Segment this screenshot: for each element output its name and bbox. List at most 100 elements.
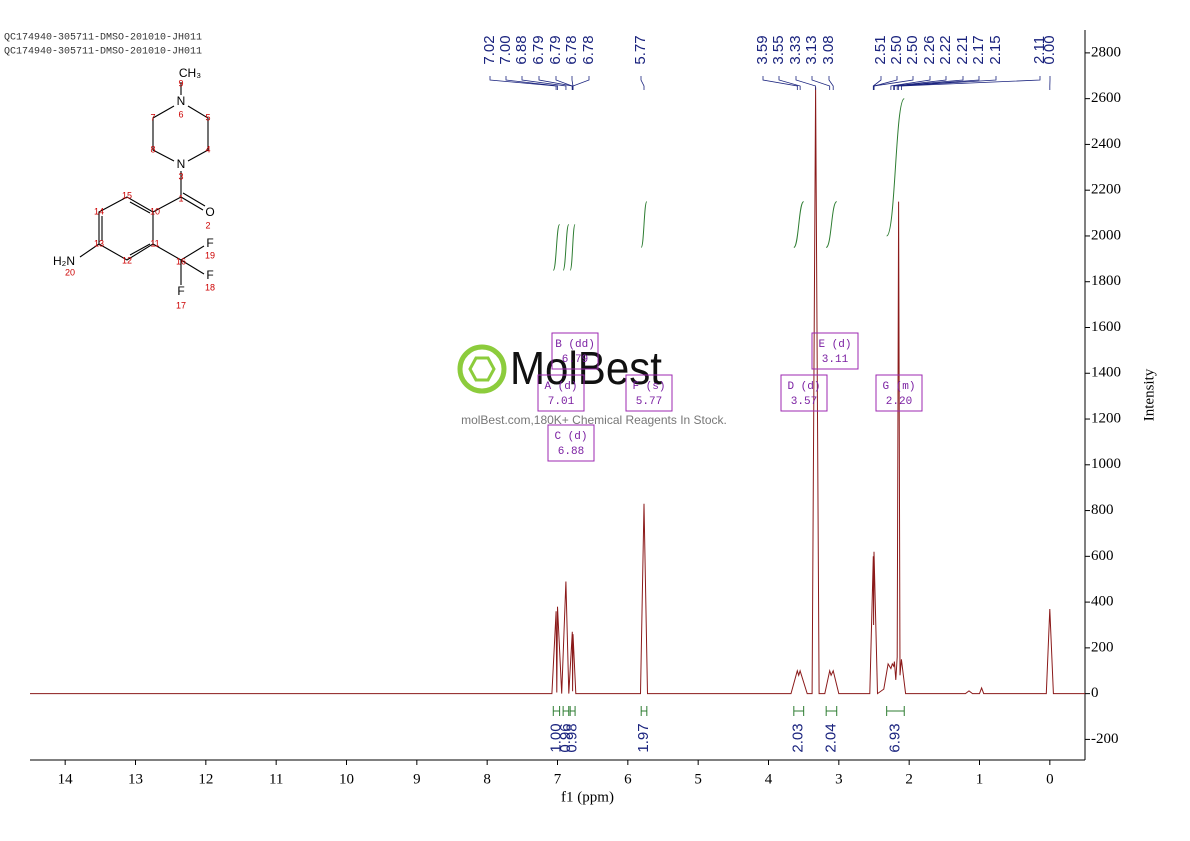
integral-bracket <box>562 706 570 716</box>
atom-number: 5 <box>205 112 210 122</box>
multiplet-box <box>551 332 599 370</box>
multiplet-shift: 6.88 <box>558 446 584 458</box>
atom-number: 18 <box>205 282 215 292</box>
peak-leader <box>896 76 980 90</box>
peak-label: 3.55 <box>770 35 787 64</box>
integral-label: 6.93 <box>886 723 903 752</box>
peak-label: 7.02 <box>481 35 498 64</box>
peak-label: 6.78 <box>563 35 580 64</box>
y-tick-label: 600 <box>1091 548 1114 564</box>
integral-bracket <box>569 706 576 716</box>
integral-bracket <box>552 706 561 716</box>
peak-label: 2.22 <box>937 35 954 64</box>
integral-label: 1.00 <box>547 723 564 752</box>
atom-label: F <box>206 236 213 250</box>
watermark-text: molBest.com,180K+ Chemical Reagents In S… <box>461 413 727 427</box>
peak-label: 3.08 <box>820 35 837 64</box>
integral-label: 2.04 <box>822 723 839 752</box>
peak-leader <box>828 76 834 90</box>
peak-label: 3.59 <box>754 35 771 64</box>
x-tick-label: 7 <box>554 771 562 787</box>
multiplet-name: C (d) <box>554 431 587 443</box>
peak-label: 5.77 <box>632 35 649 64</box>
y-axis-label: Intensity <box>1141 368 1157 421</box>
peak-leader <box>640 76 645 90</box>
peak-leader <box>893 76 947 90</box>
atom-number: 4 <box>205 144 210 154</box>
peak-label: 2.50 <box>888 35 905 64</box>
x-axis-label: f1 (ppm) <box>561 789 614 805</box>
peak-label: 2.17 <box>970 35 987 64</box>
multiplet-name: G (m) <box>882 381 915 393</box>
x-tick-label: 2 <box>905 771 913 787</box>
bonds <box>79 82 209 285</box>
integral-label: 1.97 <box>635 723 652 752</box>
peak-label: 6.88 <box>513 35 530 64</box>
peak-label: 2.51 <box>872 35 889 64</box>
peak-leader <box>898 76 997 90</box>
peak-label: 6.79 <box>547 35 564 64</box>
peak-leader <box>555 76 573 90</box>
x-tick-label: 11 <box>269 771 283 787</box>
peak-label: 2.11 <box>1031 36 1048 64</box>
integral-curve <box>825 201 838 248</box>
multiplet-shift: 2.20 <box>886 396 912 408</box>
multiplet-box <box>875 374 923 412</box>
integral-bracket <box>886 706 905 716</box>
peak-label: 6.79 <box>530 35 547 64</box>
watermark-logo-ring <box>457 344 507 394</box>
atom-label: F <box>206 268 213 282</box>
peak-label: 3.33 <box>787 35 804 64</box>
multiplet-shift: 6.79 <box>562 354 588 366</box>
y-tick-label: 400 <box>1091 594 1114 610</box>
integral-curve <box>562 224 570 271</box>
x-tick-label: 0 <box>1046 771 1054 787</box>
spectrum-line <box>30 87 1085 695</box>
peak-leader <box>872 76 882 90</box>
x-tick-label: 10 <box>339 771 354 787</box>
watermark-logo-hex <box>468 356 496 382</box>
integral-curve <box>886 98 905 237</box>
x-tick-label: 3 <box>835 771 843 787</box>
atom-number: 6 <box>178 109 183 119</box>
multiplet-name: F (s) <box>632 381 665 393</box>
peak-label: 3.13 <box>803 35 820 64</box>
multiplet-name: E (d) <box>818 339 851 351</box>
peak-label: 0.00 <box>1041 35 1058 64</box>
atom-number: 12 <box>122 255 132 265</box>
peak-leader <box>505 76 558 90</box>
atom-number: 7 <box>150 112 155 122</box>
peak-leader <box>778 76 801 90</box>
integral-curve <box>640 201 648 248</box>
y-tick-label: 1800 <box>1091 273 1121 289</box>
y-tick-label: 0 <box>1091 685 1099 701</box>
x-tick-label: 6 <box>624 771 632 787</box>
multiplet-box <box>537 374 585 412</box>
atom-number: 2 <box>205 220 210 230</box>
y-tick-label: -200 <box>1091 731 1119 747</box>
peak-label: 2.15 <box>987 35 1004 64</box>
x-tick-label: 8 <box>483 771 491 787</box>
y-tick-label: 1600 <box>1091 319 1121 335</box>
atom-label: H₂N <box>53 254 75 268</box>
atom-number: 10 <box>150 206 160 216</box>
y-tick-label: 2600 <box>1091 90 1121 106</box>
peak-leader <box>811 76 831 90</box>
multiplet-box <box>547 424 595 462</box>
peak-leader <box>890 76 931 90</box>
y-tick-label: 2400 <box>1091 136 1121 152</box>
integral-label: 0.96 <box>557 723 574 752</box>
integral-label: 0.98 <box>564 723 581 752</box>
integral-label: 2.03 <box>790 723 807 752</box>
structure: CH₃ N N O H₂N F F F 9 6 7 5 8 4 3 1 15 1… <box>53 66 215 310</box>
y-tick-label: 1200 <box>1091 410 1121 426</box>
atom-number: 8 <box>150 144 155 154</box>
atom-number: 14 <box>94 206 104 216</box>
atom-number: 17 <box>176 300 186 310</box>
integral-bracket <box>825 706 838 716</box>
header-line: QC174940-305711-DMSO-201010-JH011 <box>4 47 202 58</box>
integral-curve <box>552 224 561 271</box>
integral-bracket <box>793 706 805 716</box>
peak-label: 2.50 <box>904 35 921 64</box>
multiplet-name: D (d) <box>787 381 820 393</box>
